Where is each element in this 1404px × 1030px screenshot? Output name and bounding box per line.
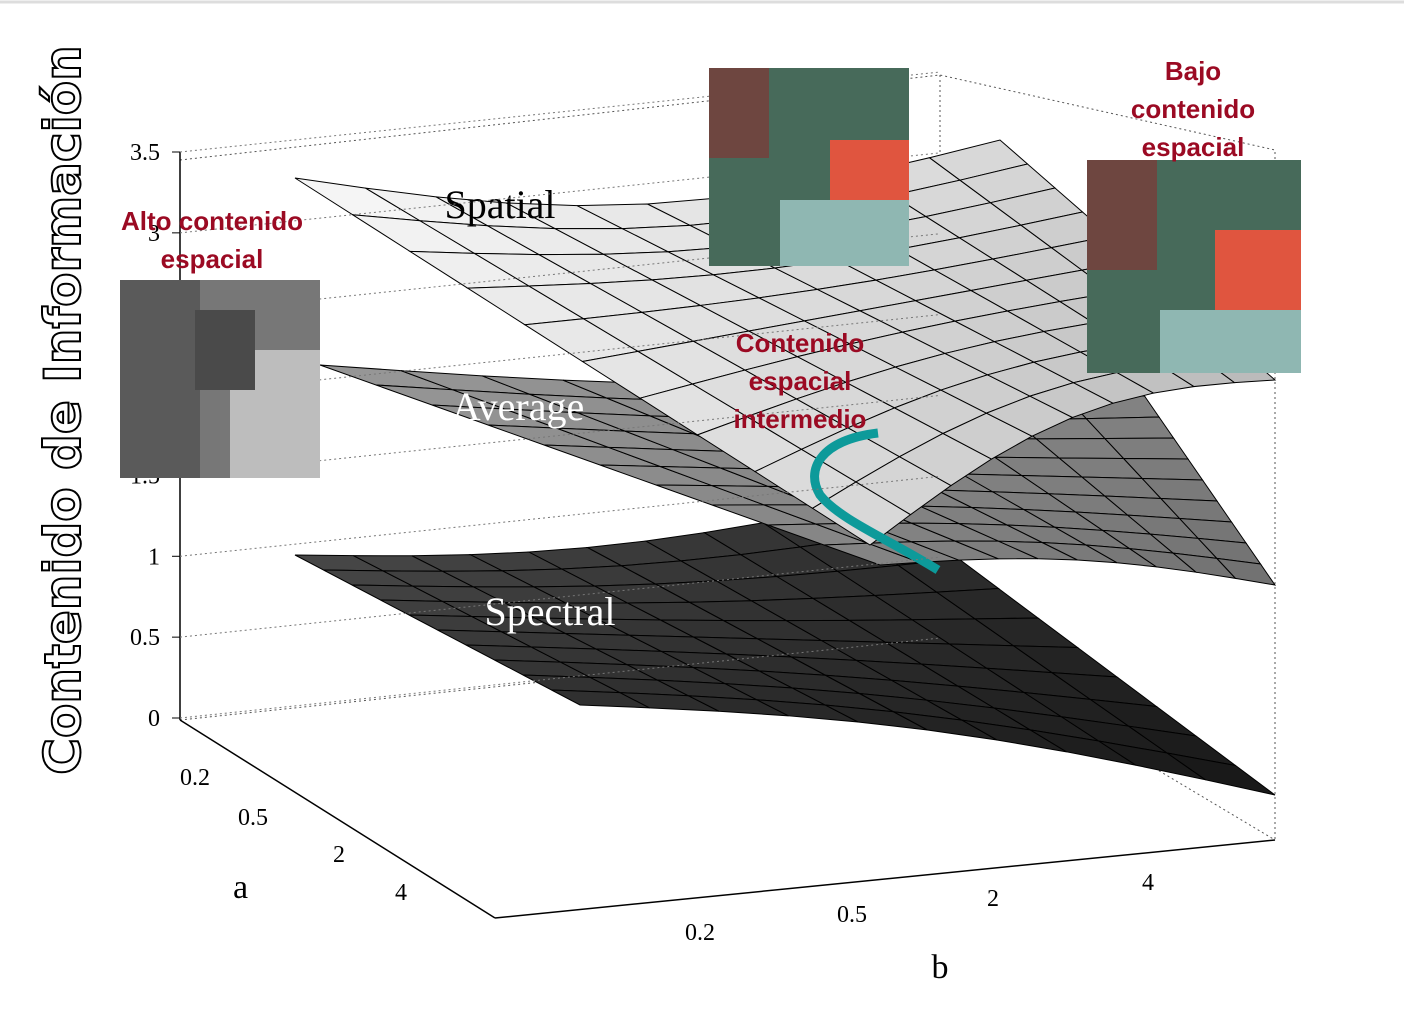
grid-line [179, 556, 941, 638]
images [120, 68, 1301, 478]
image-part [709, 68, 769, 158]
image-part [1087, 160, 1157, 270]
image-part [1160, 310, 1301, 373]
a-tick-label: 2 [333, 842, 345, 868]
b-axis-label: b [932, 949, 949, 986]
b-tick-label: 2 [987, 886, 999, 912]
image-color [709, 68, 909, 266]
a-tick-label: 0.5 [238, 805, 268, 831]
z-tick-label: 1 [148, 544, 160, 570]
grid-line [179, 475, 941, 557]
surface-label: Spectral [484, 589, 615, 634]
a-axis-label: a [233, 869, 248, 906]
grid-line [179, 637, 941, 719]
image-color [1087, 160, 1301, 373]
grid-line [179, 394, 941, 476]
a-tick-label: 4 [395, 880, 407, 906]
annotation: Bajo contenido espacial [1131, 56, 1255, 162]
z-tick-label: 3.5 [130, 140, 160, 166]
b-axis [494, 839, 1276, 919]
surface-cell [1166, 752, 1276, 796]
annotation: Alto contenido espacial [121, 206, 303, 274]
a-tick-label: 0.2 [180, 765, 210, 791]
intermediate-curve [810, 428, 941, 574]
b-tick-label: 4 [1142, 870, 1154, 896]
z-axis-label: Contenido de Información [34, 45, 92, 774]
image-part [1215, 230, 1301, 325]
image-part [780, 200, 909, 266]
surface-label: Spatial [444, 182, 555, 227]
b-tick-label: 0.5 [837, 902, 867, 928]
image-part [120, 280, 200, 478]
a-axis [179, 719, 496, 919]
z-tick-label: 3 [148, 221, 160, 247]
b-tick-label: 0.2 [685, 920, 715, 946]
surface-label: Average [452, 384, 585, 429]
z-tick-label: 0 [148, 706, 160, 732]
image-gray [120, 280, 320, 478]
surface-cell [1215, 557, 1277, 586]
back-edges [179, 74, 1276, 840]
grid-line [179, 314, 941, 396]
z-tick-label: 0.5 [130, 625, 160, 651]
annotation: Contenido espacial intermedio [734, 328, 867, 434]
image-part [195, 310, 255, 390]
